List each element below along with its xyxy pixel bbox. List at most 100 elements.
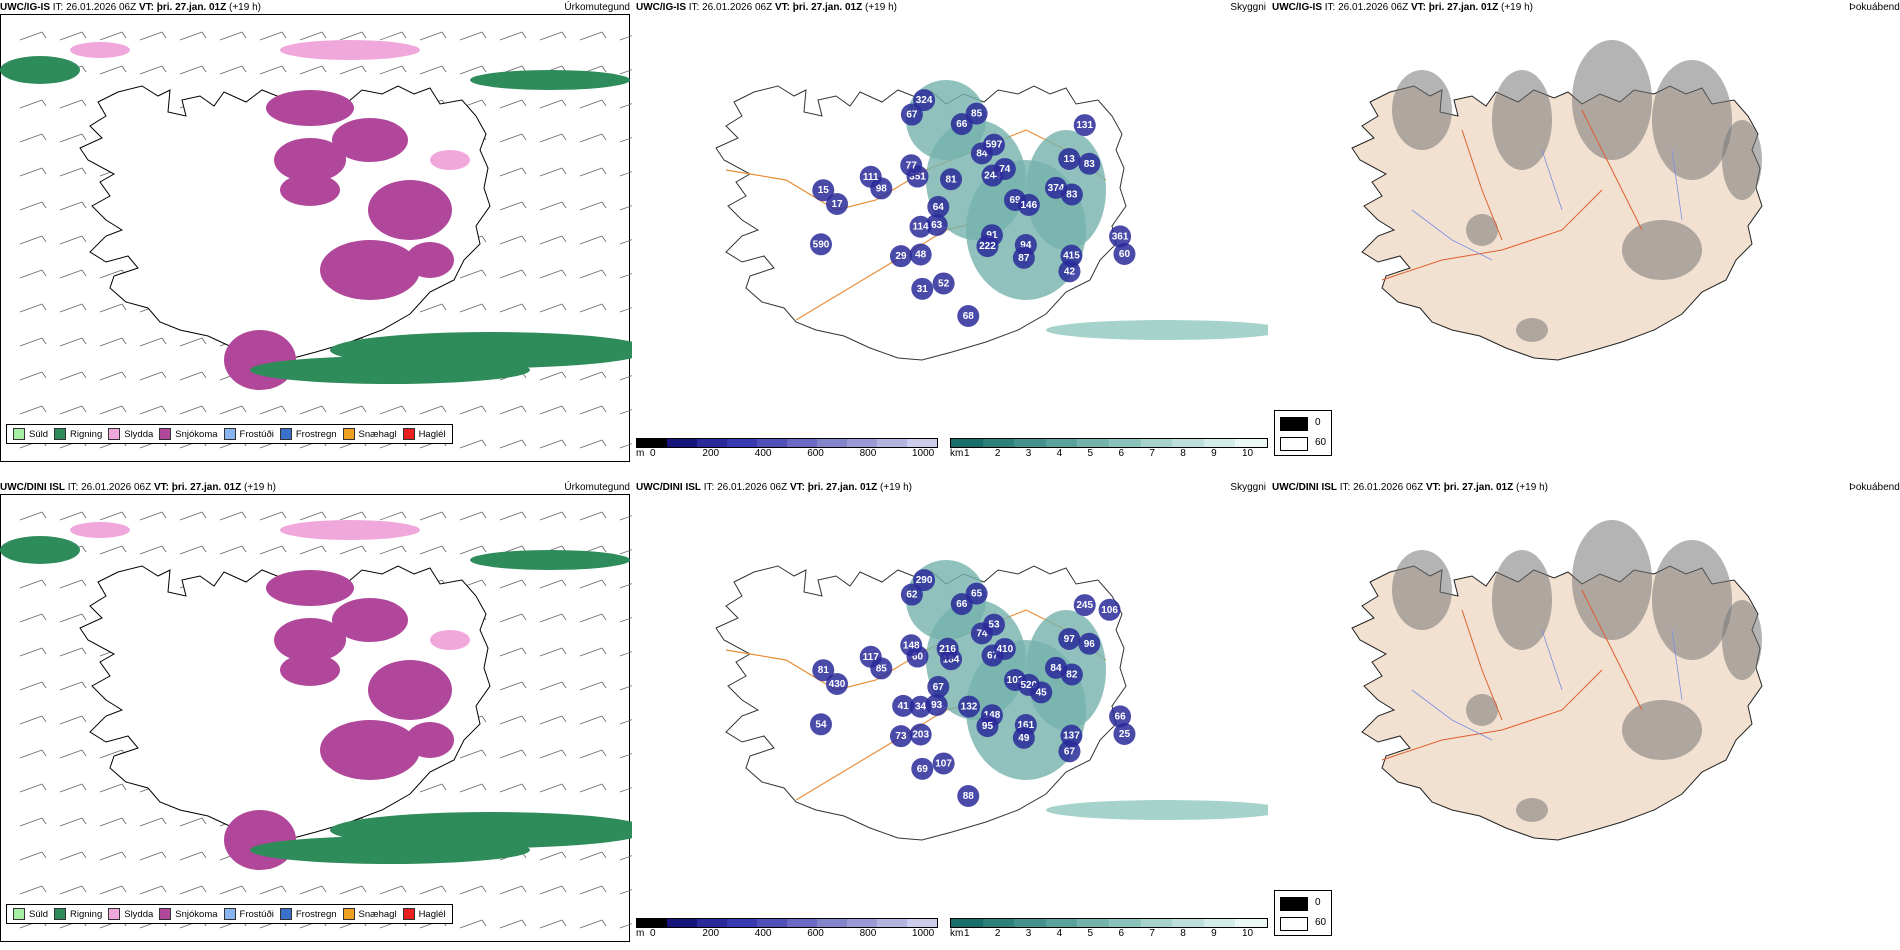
ceiling-cell xyxy=(982,133,1005,156)
legend-swatch xyxy=(402,428,415,440)
wind-barb xyxy=(539,647,563,657)
wind-barb-flag xyxy=(601,99,607,107)
wind-barb xyxy=(579,579,603,589)
colorbar-tick-label: 200 xyxy=(702,448,720,459)
fog-indicator-map xyxy=(1351,520,1763,841)
wind-barb-flag xyxy=(601,201,607,209)
ceiling-cell xyxy=(1012,246,1035,269)
colorbar-tick-label: 9 xyxy=(1211,448,1217,459)
wind-barb-flag xyxy=(601,65,607,73)
fog-legend-label: 60 xyxy=(1315,917,1327,928)
wind-barb xyxy=(59,133,83,143)
wind-barb xyxy=(99,405,123,415)
wind-barb-flag xyxy=(161,31,167,39)
ceiling-label: 74 xyxy=(999,164,1011,175)
ceiling-label: 74 xyxy=(976,628,988,639)
ceiling-label: 85 xyxy=(876,663,888,674)
wind-barb xyxy=(459,783,483,793)
legend-label: Haglél xyxy=(418,428,446,440)
wind-barb xyxy=(579,133,603,143)
wind-barb xyxy=(539,885,563,895)
fog-map-layers xyxy=(1351,40,1763,361)
ceiling-cell xyxy=(1113,243,1136,266)
wind-barb xyxy=(579,511,603,521)
colorbar-swatch xyxy=(1045,439,1078,447)
fog-legend-swatch-light xyxy=(1280,917,1308,931)
fog-map-layers xyxy=(1351,520,1763,841)
ceiling-cell xyxy=(932,272,955,295)
precip-type-legend: Súld Rigning Slydda Snjókoma Frostúði Frostre… xyxy=(6,424,453,444)
wind-barb-flag xyxy=(121,783,127,791)
ceiling-label: 93 xyxy=(931,700,943,711)
ceiling-cell xyxy=(1098,598,1121,621)
wind-barb xyxy=(139,65,163,75)
wind-barb xyxy=(299,545,323,555)
wind-barb xyxy=(59,783,83,793)
ceiling-cell xyxy=(809,233,832,256)
wind-barb-flag xyxy=(161,817,167,825)
wind-barb-flag xyxy=(601,851,607,859)
colorbar-tick-label: 3 xyxy=(1025,928,1032,939)
fog-area xyxy=(1392,70,1452,150)
fog-legend-label: 0 xyxy=(1315,417,1321,428)
ceiling-cell xyxy=(909,215,932,238)
wind-barb-flag xyxy=(201,511,207,519)
wind-barb xyxy=(499,511,523,521)
wind-barb xyxy=(539,851,563,861)
rain-area xyxy=(250,356,530,384)
colorbar-tick-label: 10 xyxy=(1242,928,1254,939)
wind-barb xyxy=(219,65,243,75)
ceiling-label: 117 xyxy=(863,652,880,663)
ceiling-cell xyxy=(1113,723,1136,746)
legend-item: Snjókoma xyxy=(159,908,218,920)
visibility-colorbar-ticks: km 1 2 3 4 5 6 7 8 9 10 xyxy=(950,448,1268,460)
visibility-colorbar-swatches xyxy=(950,918,1268,928)
wind-barb xyxy=(619,273,632,279)
wind-barb-flag xyxy=(201,337,207,345)
ceiling-cell xyxy=(900,634,923,657)
river-network xyxy=(1411,149,1683,261)
wind-barb-flag xyxy=(401,405,407,413)
wind-barb xyxy=(619,719,632,725)
ceiling-cell xyxy=(957,304,980,327)
wind-barb-flag xyxy=(481,545,487,553)
wind-barb xyxy=(19,303,43,313)
wind-barb-flag xyxy=(361,885,367,893)
wind-barb-flag xyxy=(121,303,127,311)
wind-barb xyxy=(619,171,632,177)
wind-barb-flag xyxy=(81,681,87,689)
wind-barb-flag xyxy=(521,579,527,587)
wind-barb xyxy=(379,511,403,521)
wind-barb-flag xyxy=(41,405,47,413)
ceiling-label: 15 xyxy=(818,185,830,196)
colorbar-swatch xyxy=(951,919,983,927)
precip-type-map xyxy=(0,31,632,449)
colorbar-swatch xyxy=(907,919,937,927)
wind-barb-flag xyxy=(601,269,607,277)
ceiling-colorbar-swatches xyxy=(636,438,938,448)
colorbar-swatch xyxy=(951,439,983,447)
wind-barb xyxy=(619,583,632,589)
wind-barb xyxy=(539,681,563,691)
colorbar-swatch xyxy=(817,439,847,447)
wind-barb-flag xyxy=(321,885,327,893)
wind-barb xyxy=(19,269,43,279)
panel-parameter-precip: Úrkomutegund xyxy=(564,2,630,13)
legend-label: Snæhagl xyxy=(358,428,397,440)
ceiling-label: 17 xyxy=(831,199,843,210)
wind-barb xyxy=(99,371,123,381)
ceiling-cell xyxy=(932,752,955,775)
ceiling-label: 131 xyxy=(1076,120,1093,131)
valid-time: þri. 27.jan. 01Z xyxy=(156,2,227,13)
wind-barb-flag xyxy=(521,647,527,655)
ceiling-cell xyxy=(925,693,948,716)
wind-barb-flag xyxy=(601,579,607,587)
wind-barb-flag xyxy=(41,647,47,655)
valid-time: þri. 27.jan. 01Z xyxy=(1428,2,1499,13)
wind-barb xyxy=(539,31,563,41)
ceiling-cell xyxy=(911,757,934,780)
wind-barb xyxy=(579,31,603,41)
wind-barb xyxy=(19,201,43,211)
fog-legend-label: 60 xyxy=(1315,437,1327,448)
colorbar-swatch xyxy=(817,919,847,927)
